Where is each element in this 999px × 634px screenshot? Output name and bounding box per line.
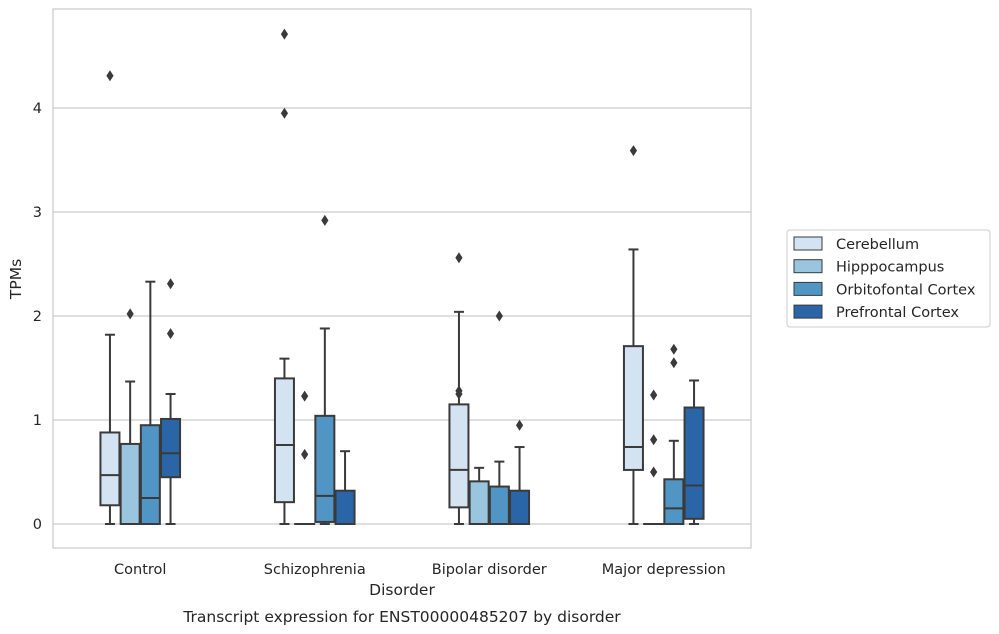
outlier-point [495,310,503,322]
legend-swatch [793,236,823,251]
box-2-1 [468,466,490,525]
box-0-1 [119,308,141,526]
box-iqr [334,489,356,525]
outlier-point [455,252,463,264]
box-iqr [99,431,121,507]
legend-swatch [793,281,823,296]
box-1-3 [334,450,356,525]
box-series-group [99,28,705,526]
box-iqr [663,478,685,525]
box-3-2 [663,343,685,525]
box-iqr [160,417,182,479]
legend-swatch [793,259,823,274]
y-tick-label: 3 [33,205,42,221]
box-iqr [683,406,705,520]
box-0-0 [99,70,121,525]
outlier-point [280,107,289,119]
y-tick-labels: 0 1 2 3 4 [33,101,42,533]
y-tick-label: 0 [33,517,42,533]
x-tick-labels: Control Schizophrenia Bipolar disorder Majo… [114,562,726,578]
legend-label: Cerebellum [836,237,919,253]
box-1-1 [294,390,316,526]
outlier-point [515,419,524,431]
outlier-point [650,466,658,478]
box-iqr [622,345,644,471]
x-tick-label: Schizophrenia [264,562,366,578]
x-axis-label: Disorder [369,581,435,599]
box-3-0 [622,145,644,525]
x-tick-label: Bipolar disorder [432,562,547,578]
plot-frame [52,8,752,549]
outlier-point [301,448,309,460]
y-axis-label: TPMs [7,259,25,300]
outlier-point [670,357,678,369]
box-iqr [448,403,470,509]
x-tick-label: Major depression [602,562,726,578]
outlier-point [166,328,175,340]
outlier-point [650,434,658,446]
outlier-point [126,308,134,320]
box-iqr [119,442,141,526]
box-iqr [314,414,336,523]
box-1-0 [273,28,295,525]
outlier-point [629,145,638,157]
y-tick-label: 4 [33,101,42,117]
box-iqr [468,480,490,525]
box-iqr [273,377,295,504]
outlier-point [455,385,463,397]
box-3-1 [643,389,665,526]
outlier-point [301,390,309,402]
outlier-point [650,389,658,401]
chart-caption: Transcript expression for ENST0000048520… [182,608,621,626]
legend-label: Orbitofontal Cortex [836,282,976,298]
outlier-point [321,214,329,226]
box-2-3 [509,419,531,525]
y-tick-label: 1 [33,413,42,429]
legend-swatch [793,304,823,319]
outlier-point [106,70,114,82]
legend: Cerebellum Hipppocampus Orbitofontal Corte… [786,229,991,328]
box-0-2 [139,280,161,526]
legend-frame [786,229,991,328]
box-iqr [488,485,510,525]
legend-label: Prefrontal Cortex [836,305,959,321]
y-tick-label: 2 [33,309,42,325]
box-iqr [139,424,161,526]
box-2-2 [488,310,510,525]
outlier-point [166,278,175,290]
box-iqr [509,489,531,525]
outlier-point [280,28,289,40]
box-3-3 [683,379,705,525]
x-tick-label: Control [114,562,166,578]
outlier-point [670,343,678,355]
box-0-3 [160,278,182,525]
legend-label: Hipppocampus [836,260,944,276]
box-2-0 [448,252,470,525]
box-1-2 [314,214,336,525]
